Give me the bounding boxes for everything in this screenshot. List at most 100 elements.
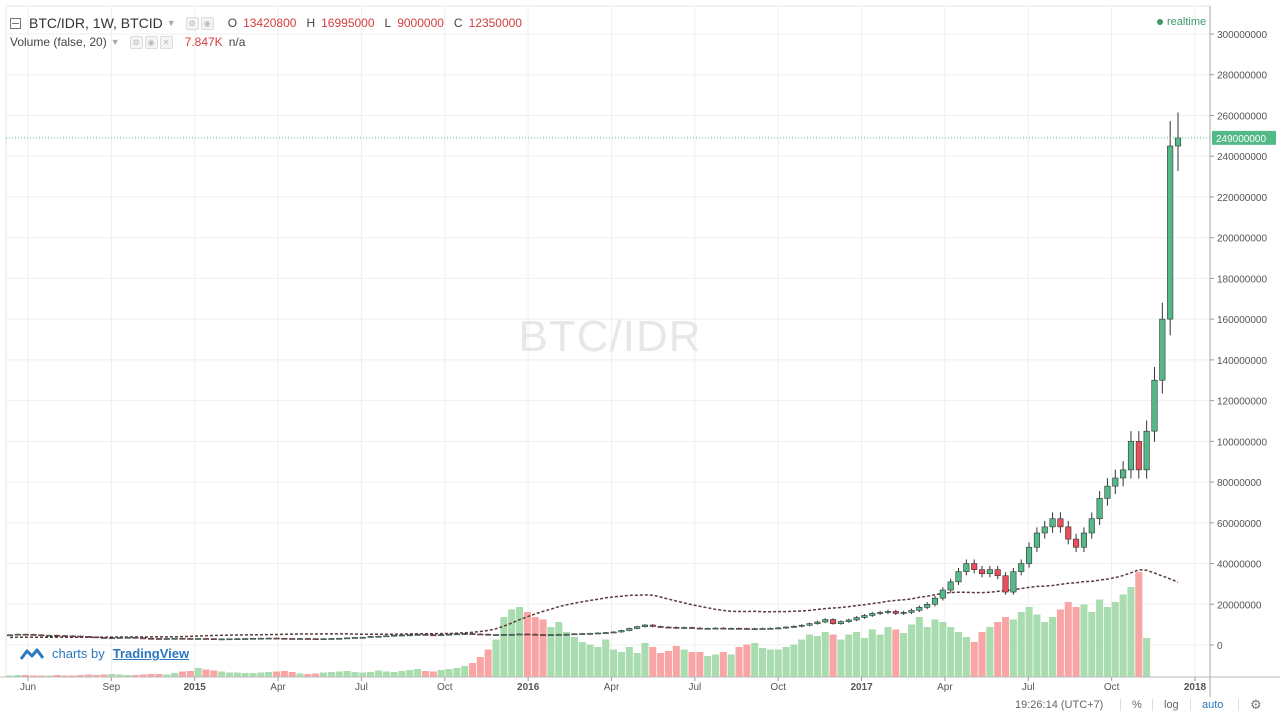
volume-bar <box>570 637 578 677</box>
y-tick-label: 180000000 <box>1217 274 1267 285</box>
volume-bar <box>155 674 163 677</box>
volume-bar <box>390 672 398 677</box>
x-tick-label: Jul <box>355 682 368 693</box>
time-axis: Jun Sep 2015 Apr Jul Oct 2016 Apr Jul Oct 2017 Apr J… <box>0 676 1280 693</box>
candle-body <box>986 569 993 575</box>
eye-icon[interactable]: ◉ <box>200 16 214 30</box>
y-tick-label: 280000000 <box>1217 71 1267 82</box>
candle-body <box>1120 469 1127 479</box>
candle-body <box>265 637 272 640</box>
candle-body <box>312 638 319 640</box>
volume-bar <box>171 673 179 677</box>
candle-body <box>1002 575 1009 593</box>
candle-body <box>712 627 719 630</box>
settings-icon[interactable]: ⚙ <box>185 16 199 30</box>
candle-body <box>1026 546 1033 564</box>
volume-bar <box>131 675 139 677</box>
volume-bar <box>1096 599 1104 677</box>
y-tick-label: 140000000 <box>1217 356 1267 367</box>
volume-bar <box>594 647 602 677</box>
volume-bar <box>625 647 633 677</box>
chevron-down-icon[interactable]: ▼ <box>166 18 176 28</box>
volume-bar <box>296 673 304 677</box>
candle-body <box>743 628 750 630</box>
volume-bar <box>1072 607 1080 677</box>
volume-bar <box>312 673 320 677</box>
branding-link[interactable]: TradingView <box>112 646 190 661</box>
candle-body <box>1073 538 1080 548</box>
candle-body <box>916 607 923 611</box>
x-tick-label: Oct <box>770 682 786 693</box>
x-tick-label: Jul <box>1022 682 1035 693</box>
auto-scale-button[interactable]: auto <box>1202 699 1224 711</box>
volume-bar <box>265 672 273 677</box>
volume-ma-line <box>9 569 1179 639</box>
candle-body <box>108 637 115 639</box>
candle-body <box>453 633 460 636</box>
candle-body <box>53 634 61 637</box>
tradingview-branding[interactable]: charts by TradingView <box>20 646 189 661</box>
eye-icon[interactable]: ◉ <box>144 35 158 49</box>
volume-bar <box>939 622 947 677</box>
candle-body <box>963 563 970 572</box>
volume-bar <box>790 644 798 677</box>
candle-body <box>845 619 852 622</box>
symbol-title[interactable]: BTC/IDR, 1W, BTCID <box>29 15 163 31</box>
percent-scale-button[interactable]: % <box>1132 699 1142 711</box>
x-tick-label: 2017 <box>850 682 873 693</box>
chevron-down-icon[interactable]: ▼ <box>110 37 120 47</box>
low-key: L <box>384 16 392 30</box>
candle-body <box>492 634 500 636</box>
close-icon[interactable]: ✕ <box>159 35 173 49</box>
realtime-indicator: realtime <box>1157 16 1206 28</box>
candle-body <box>116 637 123 639</box>
candle-body <box>30 634 37 636</box>
candle-body <box>1167 145 1174 320</box>
candle-body <box>1174 137 1182 147</box>
candle-body <box>202 638 210 640</box>
volume-bar <box>962 637 970 677</box>
separator <box>1238 699 1239 711</box>
collapse-icon[interactable] <box>10 17 21 29</box>
volume-bar <box>853 632 861 677</box>
candle-body <box>532 633 539 636</box>
y-tick-label: 40000000 <box>1217 560 1262 571</box>
volume-bar <box>445 669 453 677</box>
candle-body <box>328 638 335 640</box>
candle-body <box>908 610 915 613</box>
candle-body <box>171 637 178 640</box>
candle-body <box>69 635 76 638</box>
volume-bar <box>743 644 751 677</box>
volume-title[interactable]: Volume (false, 20) <box>10 35 107 49</box>
volume-bar <box>1143 638 1151 677</box>
candle-body <box>783 626 790 629</box>
volume-bar <box>453 668 461 677</box>
volume-bar <box>492 639 500 677</box>
volume-bar <box>704 656 712 677</box>
volume-bar <box>923 627 931 677</box>
settings-icon[interactable]: ⚙ <box>129 35 143 49</box>
tradingview-logo-icon <box>20 648 44 660</box>
volume-bar <box>351 672 359 677</box>
log-scale-button[interactable]: log <box>1164 699 1179 711</box>
volume-bar <box>500 617 508 677</box>
candle-body <box>571 633 578 636</box>
volume-bar <box>406 670 414 677</box>
gear-icon[interactable]: ⚙ <box>1250 697 1262 712</box>
candle-body <box>681 627 688 629</box>
volume-bar <box>1041 622 1049 677</box>
candle-body <box>187 638 194 640</box>
candle-body <box>547 634 554 636</box>
plot-area <box>5 5 1211 678</box>
volume-controls: ⚙ ◉ ✕ <box>129 35 173 49</box>
volume-bar <box>876 634 884 677</box>
candle-body <box>1104 485 1111 499</box>
candle-body <box>704 627 711 630</box>
candle-body <box>22 633 29 636</box>
volume-bar <box>602 639 610 677</box>
separator <box>1152 699 1153 711</box>
open-key: O <box>227 16 238 30</box>
candle-body <box>947 581 954 591</box>
x-tick-label: Jul <box>688 682 701 693</box>
